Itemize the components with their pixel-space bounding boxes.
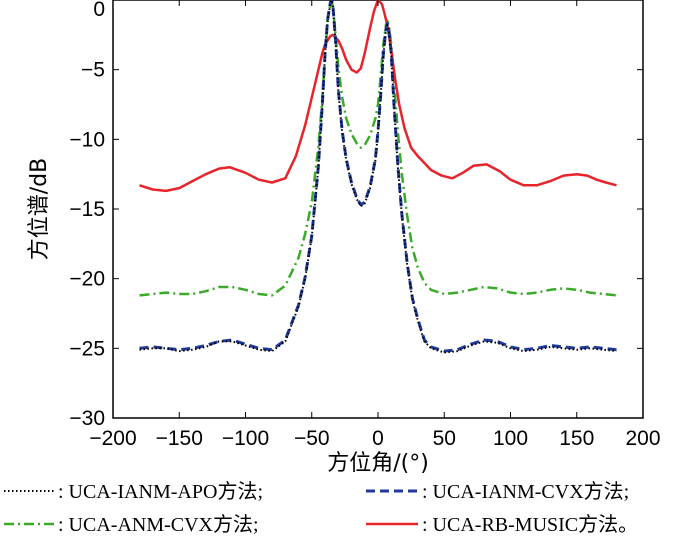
series-line-0 bbox=[139, 0, 617, 354]
series-line-2 bbox=[139, 0, 617, 297]
y-tick-label: −5 bbox=[81, 59, 105, 82]
legend-entry-0: : UCA-IANM-APO方法; bbox=[58, 480, 263, 503]
x-tick-label: 50 bbox=[433, 427, 456, 450]
legend-entry-3: : UCA-RB-MUSIC方法。 bbox=[422, 513, 638, 536]
plot-frame bbox=[112, 0, 644, 419]
y-axis-title: 方位谱/dB bbox=[27, 158, 52, 260]
x-axis-title: 方位角/(°) bbox=[327, 451, 429, 476]
y-tick-label: 0 bbox=[93, 0, 105, 21]
x-tick-label: −50 bbox=[294, 427, 330, 450]
legend: : UCA-IANM-APO方法; : UCA-IANM-CVX方法; : UC… bbox=[4, 480, 638, 536]
y-tick-label: −20 bbox=[69, 268, 105, 291]
plot-area: −200 −150 −100 −50 0 50 100 150 200 0−5−10−15−20… bbox=[69, 0, 661, 450]
x-tick-label: 100 bbox=[493, 427, 528, 450]
legend-entry-2: : UCA-ANM-CVX方法; bbox=[58, 513, 259, 536]
series-line-1 bbox=[139, 0, 617, 353]
x-tick-label: −100 bbox=[222, 427, 269, 450]
x-tick-label: 0 bbox=[372, 427, 384, 450]
y-tick-label: −15 bbox=[69, 198, 105, 221]
series-layer bbox=[139, 0, 617, 354]
series-line-3 bbox=[139, 0, 617, 193]
x-ticks: −200 −150 −100 −50 0 50 100 150 200 bbox=[89, 0, 661, 450]
y-tick-label: −25 bbox=[69, 337, 105, 360]
legend-entry-1: : UCA-IANM-CVX方法; bbox=[422, 480, 629, 503]
y-ticks: 0 −5 −10 −15 −20 −25 −30 bbox=[69, 0, 643, 430]
x-tick-label: 150 bbox=[559, 427, 594, 450]
y-tick-label: −30 bbox=[69, 407, 105, 430]
x-tick-label: 200 bbox=[625, 427, 660, 450]
x-tick-label: −150 bbox=[156, 427, 203, 450]
y-tick-label: −10 bbox=[69, 128, 105, 151]
x-tick-label: −200 bbox=[89, 427, 136, 450]
